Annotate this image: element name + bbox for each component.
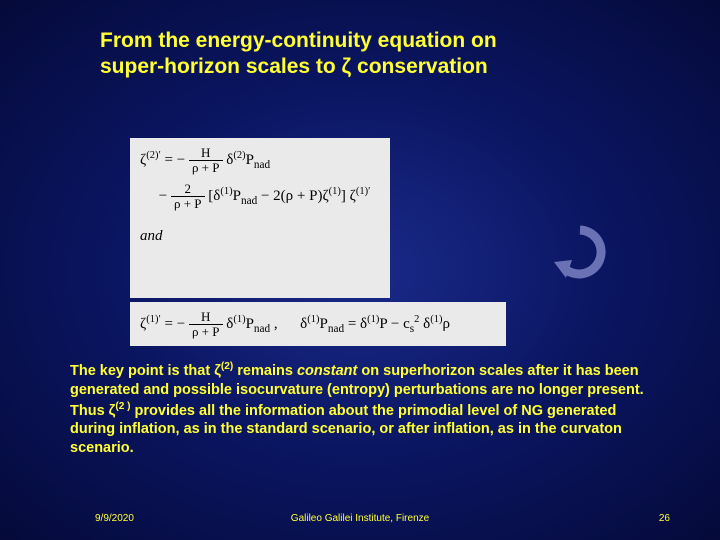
curved-arrow-icon (550, 220, 610, 310)
equation-box-1: ζ(2)′ = − Hρ + P δ(2)Pnad − 2ρ + P [δ(1)… (130, 138, 390, 298)
equation-box-2: ζ(1)′ = − Hρ + P δ(1)Pnad , δ(1)Pnad = δ… (130, 302, 506, 346)
constant-word: constant (297, 363, 357, 379)
title-line2: super-horizon scales to ζ conservation (100, 55, 488, 78)
body-text: The key point is that ζ(2) remains const… (70, 360, 655, 458)
eq1-and: and (140, 225, 380, 248)
eq1-line2: − 2ρ + P [δ(1)Pnad − 2(ρ + P)ζ(1)] ζ(1)′ (140, 182, 380, 212)
slide-title: From the energy-continuity equation on s… (100, 28, 630, 81)
footer-center: Galileo Galilei Institute, Firenze (0, 513, 720, 524)
title-line1: From the energy-continuity equation on (100, 29, 497, 52)
eq1-line1: ζ(2)′ = − Hρ + P δ(2)Pnad (140, 146, 380, 176)
footer-page: 26 (659, 513, 670, 524)
